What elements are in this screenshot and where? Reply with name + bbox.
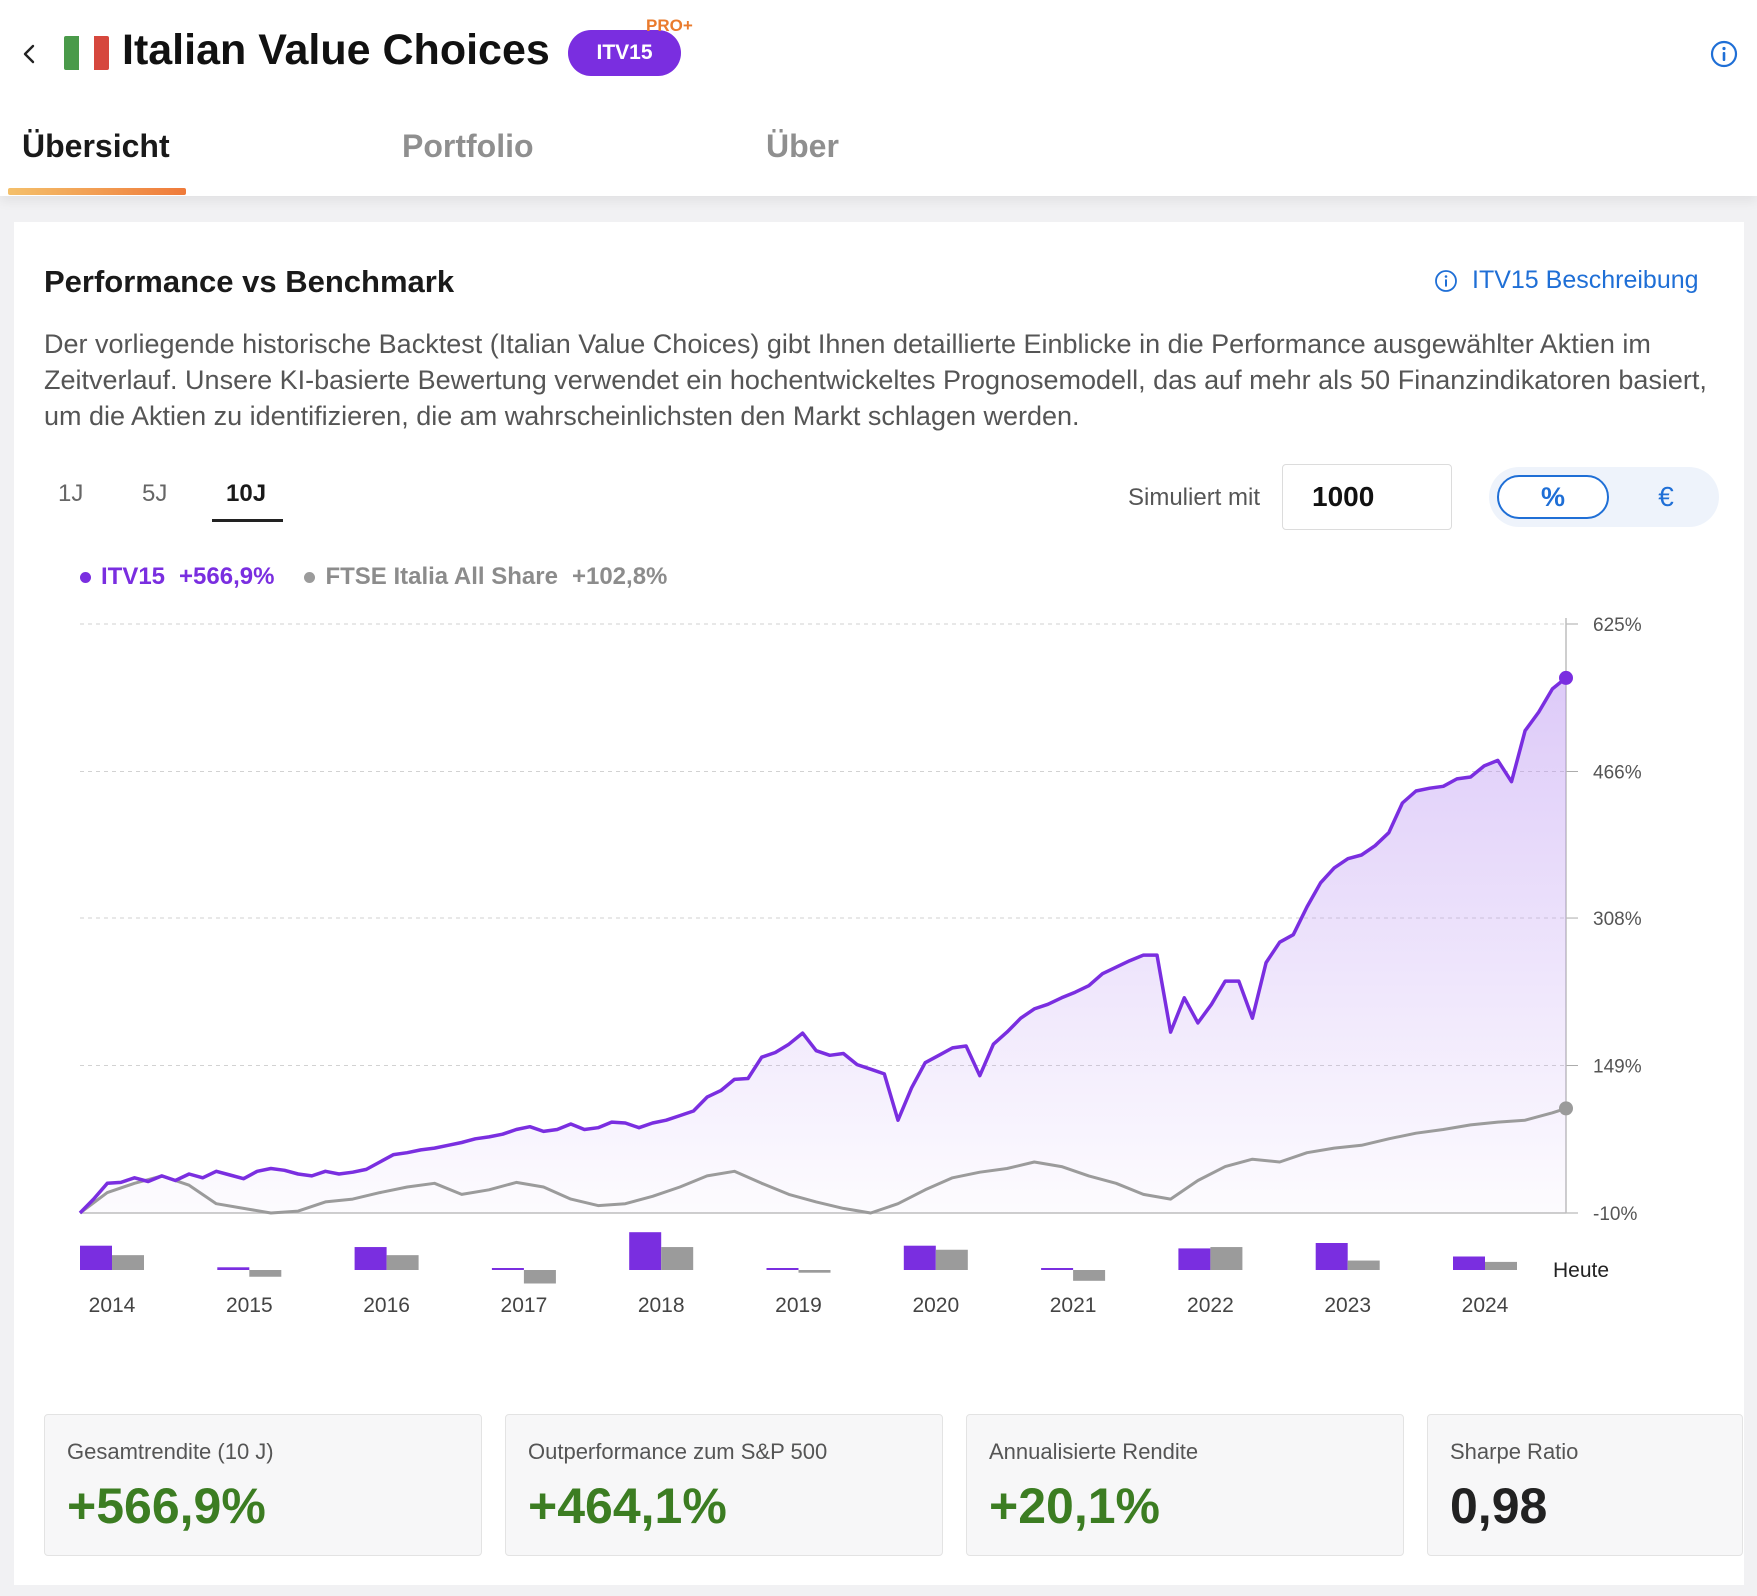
legend-value-itv15: +566,9% xyxy=(179,563,275,590)
chevron-left-icon xyxy=(23,44,35,64)
kpi-value: +566,9% xyxy=(67,1478,266,1534)
kpi-label: Annualisierte Rendite xyxy=(989,1439,1199,1464)
info-icon xyxy=(1710,40,1738,68)
range-1j-button[interactable]: 1J xyxy=(58,480,84,507)
simulation-label: Simuliert mit xyxy=(1128,484,1261,511)
tab-portfolio[interactable]: Portfolio xyxy=(402,128,534,164)
unit-percent-button[interactable]: % xyxy=(1497,475,1609,519)
active-tab-indicator xyxy=(8,188,186,195)
kpi-value: +20,1% xyxy=(989,1478,1160,1534)
section-description: Der vorliegende historische Backtest (It… xyxy=(44,329,1707,431)
legend-name-itv15: ITV15 xyxy=(101,563,166,590)
description-link[interactable]: ITV15 Beschreibung xyxy=(1434,266,1699,295)
pro-badge: PRO+ xyxy=(646,16,693,35)
info-button[interactable] xyxy=(1710,40,1738,68)
unit-euro-button[interactable]: € xyxy=(1658,481,1674,512)
legend-item-itv15[interactable]: ITV15 +566,9% xyxy=(80,563,274,591)
tab-ueber[interactable]: Über xyxy=(766,128,839,164)
legend-dot xyxy=(80,571,91,583)
page-title: Italian Value Choices xyxy=(122,26,550,74)
range-active-indicator xyxy=(212,519,283,522)
tab-uebersicht[interactable]: Übersicht xyxy=(22,128,170,164)
description-link-label: ITV15 Beschreibung xyxy=(1472,266,1699,294)
kpi-total-return: Gesamtrendite (10 J) +566,9% xyxy=(44,1414,482,1556)
legend-name-ftse: FTSE Italia All Share xyxy=(325,563,558,590)
kpi-outperformance: Outperformance zum S&P 500 +464,1% xyxy=(505,1414,943,1556)
kpi-value: 0,98 xyxy=(1450,1478,1548,1534)
kpi-label: Outperformance zum S&P 500 xyxy=(528,1439,828,1464)
legend-value-ftse: +102,8% xyxy=(571,563,668,590)
kpi-label: Gesamtrendite (10 J) xyxy=(67,1439,274,1464)
simulation-amount-input[interactable] xyxy=(1282,464,1452,530)
kpi-annualized-return: Annualisierte Rendite +20,1% xyxy=(966,1414,1404,1556)
chart-legend: ITV15 +566,9% FTSE Italia All Share +102… xyxy=(80,563,667,591)
section-title: Performance vs Benchmark xyxy=(44,264,455,299)
range-10j-button[interactable]: 10J xyxy=(226,480,267,507)
info-icon xyxy=(1435,269,1457,292)
unit-toggle: % € xyxy=(1489,467,1719,527)
top-bar xyxy=(0,0,1757,196)
kpi-value: +464,1% xyxy=(528,1478,727,1534)
italy-flag-icon xyxy=(64,36,109,70)
legend-dot xyxy=(304,571,316,583)
range-5j-button[interactable]: 5J xyxy=(142,480,168,507)
legend-item-ftse[interactable]: FTSE Italia All Share +102,8% xyxy=(304,563,667,591)
back-button[interactable] xyxy=(14,36,44,72)
ticker-badge: ITV15 xyxy=(568,30,681,76)
kpi-label: Sharpe Ratio xyxy=(1450,1439,1579,1464)
kpi-sharpe-ratio: Sharpe Ratio 0,98 xyxy=(1427,1414,1743,1556)
